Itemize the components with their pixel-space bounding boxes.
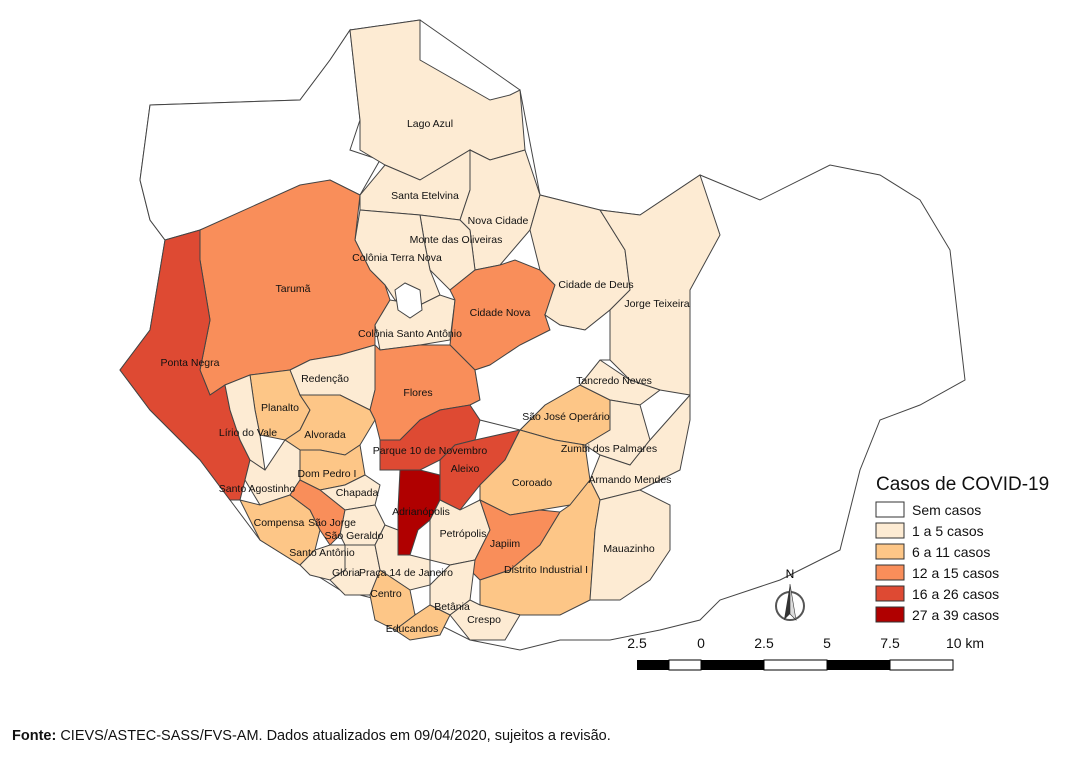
neighborhood-label: Santa Etelvina — [391, 190, 459, 202]
scale-tick: 7.5 — [880, 635, 900, 651]
legend-swatch — [875, 564, 905, 581]
north-arrow: N — [775, 567, 805, 621]
neighborhood-label: Lago Azul — [407, 118, 453, 130]
neighborhood-label: Petrópolis — [440, 528, 487, 540]
neighborhood-label: Mauazinho — [603, 543, 655, 555]
legend-label: 6 a 11 casos — [912, 544, 990, 560]
source-note: Fonte: CIEVS/ASTEC-SASS/FVS-AM. Dados at… — [12, 728, 611, 744]
region-mauazinho — [589, 489, 671, 601]
north-arrow-left-icon — [784, 584, 790, 620]
neighborhood-labels: Lago Azul Santa Etelvina Nova Cidade Monte … — [161, 118, 690, 635]
neighborhood-label: Redenção — [301, 373, 349, 385]
neighborhood-label: Lírio do Vale — [219, 427, 277, 439]
neighborhood-label: Cidade de Deus — [558, 279, 633, 291]
scale-segment — [827, 660, 890, 670]
neighborhood-label: Coroado — [512, 477, 552, 489]
neighborhood-label: Japiim — [490, 538, 521, 550]
neighborhood-label: Compensa — [254, 517, 305, 529]
neighborhood-label: Dom Pedro I — [298, 468, 357, 480]
neighborhood-label: Tarumã — [275, 283, 310, 295]
neighborhood-label: Aleixo — [451, 463, 480, 475]
region-unpopulated-hole — [394, 282, 423, 319]
neighborhood-label: Santo Agostinho — [219, 483, 296, 495]
source-label: Fonte: — [12, 728, 57, 744]
scale-segment — [889, 659, 954, 671]
legend-swatch — [875, 543, 905, 560]
neighborhood-label: Centro — [370, 588, 402, 600]
neighborhood-label: Armando Mendes — [589, 474, 672, 486]
neighborhood-label: São Geraldo — [325, 530, 384, 542]
scale-tick: 5 — [823, 635, 831, 651]
neighborhood-label: Tancredo Neves — [576, 375, 652, 387]
neighborhood-label: Crespo — [467, 614, 501, 626]
scale-segment — [701, 660, 764, 670]
scale-tick: 10 km — [946, 635, 984, 651]
neighborhood-label: Cidade Nova — [470, 307, 531, 319]
neighborhood-label: Monte das Oliveiras — [410, 234, 503, 246]
north-arrow-right-icon — [789, 583, 797, 621]
neighborhood-label: Distrito Industrial I — [504, 564, 588, 576]
scale-tick: 2.5 — [754, 635, 774, 651]
legend-label: 1 a 5 casos — [912, 523, 984, 539]
legend-label: 27 a 39 casos — [912, 607, 999, 623]
neighborhood-label: Parque 10 de Novembro — [373, 445, 488, 457]
neighborhood-label: Alvorada — [304, 429, 346, 441]
scale-tick: 2.5 — [627, 635, 647, 651]
neighborhood-label: Santo Antônio — [289, 547, 355, 559]
neighborhood-label: Ponta Negra — [161, 357, 220, 369]
neighborhood-label: Colônia Santo Antônio — [358, 328, 462, 340]
scale-segment — [637, 660, 669, 670]
neighborhood-label: Adrianópolis — [392, 506, 450, 518]
neighborhood-label: Chapada — [336, 487, 379, 499]
scale-tick: 0 — [697, 635, 705, 651]
neighborhood-label: Colônia Terra Nova — [352, 252, 442, 264]
neighborhood-label: Educandos — [386, 623, 439, 635]
legend-label: 16 a 26 casos — [912, 586, 999, 602]
source-text: CIEVS/ASTEC-SASS/FVS-AM. Dados atualizad… — [56, 728, 611, 744]
neighborhood-label: Betânia — [434, 601, 470, 613]
neighborhood-label: Jorge Teixeira — [624, 298, 689, 310]
region-rural-nw — [139, 28, 381, 241]
scale-segment — [763, 659, 828, 671]
neighborhood-label: Praça 14 de Janeiro — [359, 567, 453, 579]
neighborhood-label: São Jorge — [308, 517, 356, 529]
scale-bar: 2.5 0 2.5 5 7.5 10 km — [627, 635, 984, 671]
manaus-choropleth-map: Lago Azul Santa Etelvina Nova Cidade Monte … — [119, 19, 1049, 671]
north-label: N — [786, 567, 795, 581]
legend: Casos de COVID-19 Sem casos 1 a 5 casos 6 … — [875, 474, 1049, 623]
legend-swatch — [875, 585, 905, 602]
legend-swatch — [875, 522, 905, 539]
region-crespo — [449, 599, 521, 641]
legend-label: 12 a 15 casos — [912, 565, 999, 581]
neighborhood-label: Nova Cidade — [468, 215, 529, 227]
neighborhood-label: São José Operário — [522, 411, 610, 423]
legend-swatch — [875, 606, 905, 623]
neighborhood-label: Glória — [332, 567, 360, 579]
neighborhood-label: Planalto — [261, 402, 299, 414]
legend-label: Sem casos — [912, 502, 981, 518]
neighborhood-label: Flores — [403, 387, 432, 399]
scale-segment — [668, 659, 702, 671]
neighborhood-label: Zumbi dos Palmares — [561, 443, 657, 455]
region-unpopulated-center — [469, 308, 611, 431]
legend-title: Casos de COVID-19 — [876, 474, 1049, 495]
legend-swatch — [875, 501, 905, 518]
